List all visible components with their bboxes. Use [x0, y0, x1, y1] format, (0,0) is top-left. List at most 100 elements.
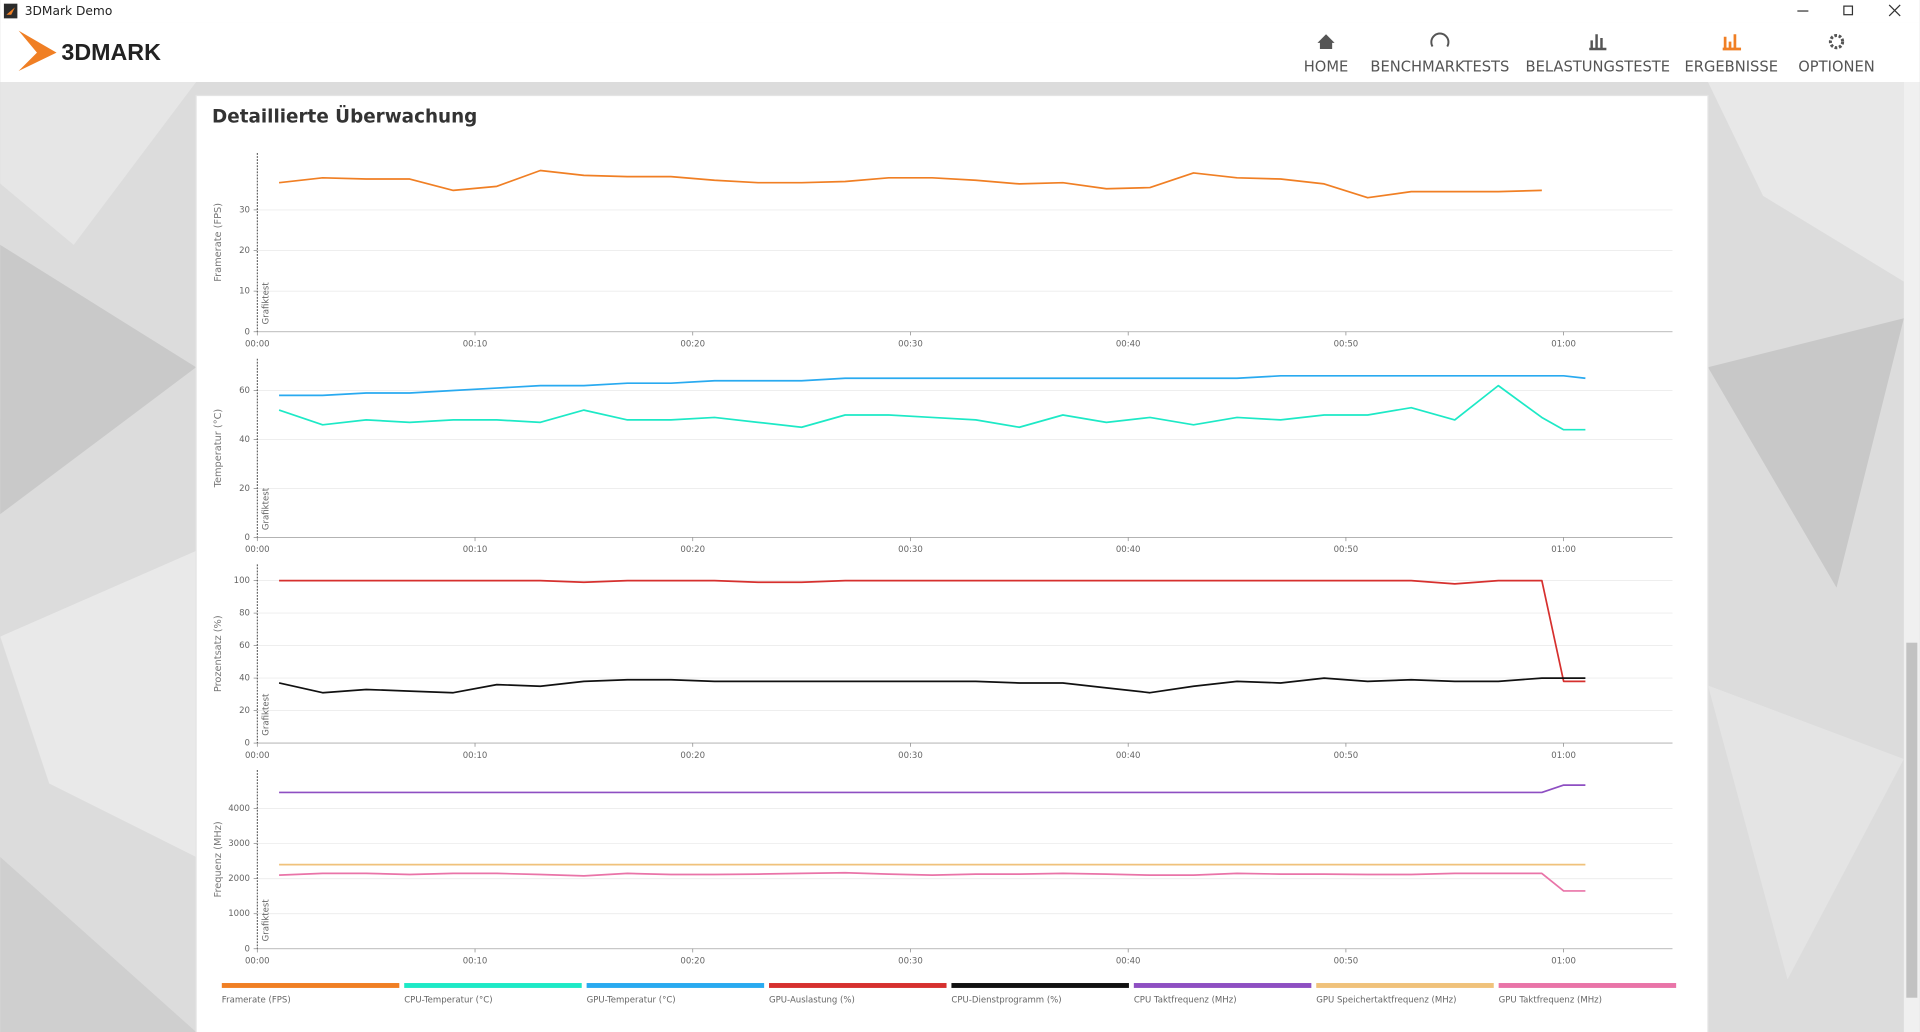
x-tick-label: 00:40: [1116, 545, 1141, 555]
nav-item[interactable]: HOME: [1304, 58, 1349, 75]
bg-facet: [0, 550, 197, 857]
annotation: Grafiktest: [261, 487, 271, 530]
x-tick-label: 00:00: [245, 340, 270, 350]
x-tick-label: 00:00: [245, 751, 270, 761]
results-icon: [1722, 34, 1742, 51]
x-tick-label: 00:50: [1334, 545, 1359, 555]
line-chart: 0 10 20 30 00:00 00:10 00:20 00:30 00:40 00:50 01:…: [213, 153, 1673, 350]
restore-button[interactable]: [1843, 5, 1854, 16]
stress-icon: [1589, 34, 1607, 51]
x-tick-label: 00:30: [898, 751, 923, 761]
x-tick-label: 00:00: [245, 956, 270, 966]
y-tick-label: 20: [239, 706, 250, 716]
y-tick-label: 0: [245, 944, 250, 954]
x-tick-label: 00:10: [463, 545, 488, 555]
legend-swatch: [1133, 983, 1312, 988]
bg-facet: [1707, 685, 1904, 980]
series-line: [279, 784, 1586, 794]
x-tick-label: 00:40: [1116, 956, 1141, 966]
x-tick-label: 01:00: [1551, 340, 1576, 350]
y-tick-label: 1000: [228, 909, 250, 919]
series-line: [278, 384, 1586, 431]
nav-item[interactable]: BENCHMARKTESTS: [1370, 58, 1509, 75]
x-tick-label: 00:20: [680, 545, 705, 555]
header: [0, 22, 1920, 83]
line-chart: 0 1000 2000 3000 4000 00:00 00:10 00:20 00:30 00:…: [213, 770, 1673, 966]
x-tick-label: 00:20: [680, 340, 705, 350]
y-tick-label: 0: [245, 739, 250, 749]
x-tick-label: 00:40: [1116, 751, 1141, 761]
bg-facet: [0, 244, 197, 515]
legend-swatch: [404, 983, 582, 988]
x-tick-label: 01:00: [1551, 545, 1576, 555]
y-axis-label: Framerate (FPS): [213, 203, 224, 282]
x-tick-label: 00:10: [463, 751, 488, 761]
legend-label: GPU Taktfrequenz (MHz): [1499, 996, 1602, 1006]
x-tick-label: 00:30: [898, 340, 923, 350]
series-line: [279, 871, 1586, 892]
home-icon: [1317, 34, 1335, 49]
title-bar: [0, 0, 1920, 23]
navigation: HOME BENCHMARKTESTS BELASTUNGSTESTE ERGEBNI…: [1304, 58, 1875, 75]
y-tick-label: 2000: [228, 874, 250, 884]
legend-swatch: [1316, 983, 1494, 988]
y-axis-label: Temperatur (°C): [213, 409, 224, 489]
x-tick-label: 01:00: [1551, 956, 1576, 966]
y-tick-label: 0: [245, 533, 250, 543]
annotation: Grafiktest: [261, 693, 271, 736]
legend-swatch: [586, 983, 765, 988]
annotation: Grafiktest: [261, 899, 271, 942]
card: [195, 94, 1709, 1032]
x-tick-label: 00:20: [680, 751, 705, 761]
scrollbar-thumb[interactable]: [1906, 642, 1918, 998]
series-line: [279, 579, 1586, 683]
y-tick-label: 80: [239, 609, 250, 619]
logo: 3DMARK: [61, 39, 161, 65]
annotation: Grafiktest: [261, 282, 271, 325]
legend-label: GPU-Auslastung (%): [769, 996, 855, 1006]
x-tick-label: 00:10: [463, 956, 488, 966]
benchmark-icon: [1430, 32, 1450, 48]
close-button[interactable]: [1888, 4, 1901, 17]
x-tick-label: 00:50: [1334, 956, 1359, 966]
legend-label: Framerate (FPS): [222, 996, 291, 1006]
legend-label: CPU Taktfrequenz (MHz): [1134, 996, 1237, 1006]
y-tick-label: 4000: [228, 804, 250, 814]
bg-facet: [1707, 82, 1904, 282]
series-line: [278, 169, 1542, 199]
y-tick-label: 40: [239, 674, 250, 684]
y-tick-label: 20: [239, 246, 250, 256]
bg-facet: [1707, 318, 1904, 588]
x-tick-label: 00:30: [898, 545, 923, 555]
x-tick-label: 00:40: [1116, 340, 1141, 350]
y-tick-label: 40: [239, 435, 250, 445]
y-tick-label: 30: [239, 205, 250, 215]
window-title: 3DMark Demo: [25, 4, 113, 18]
x-tick-label: 00:10: [463, 340, 488, 350]
legend-swatch: [1498, 983, 1677, 988]
legend-label: GPU Speichertaktfrequenz (MHz): [1316, 996, 1456, 1006]
legend-swatch: [221, 983, 400, 988]
section-title: Detaillierte Überwachung: [212, 106, 477, 128]
legend: Framerate (FPS) CPU-Temperatur (°C) GPU-Te…: [221, 983, 1677, 1006]
y-tick-label: 10: [239, 287, 250, 297]
legend-label: GPU-Temperatur (°C): [587, 996, 676, 1006]
x-tick-label: 00:50: [1334, 340, 1359, 350]
y-tick-label: 60: [239, 386, 250, 396]
y-tick-label: 100: [234, 576, 250, 586]
nav-item[interactable]: ERGEBNISSE: [1685, 58, 1778, 75]
line-chart: 0 20 40 60 80 100 00:00 00:10 00:20 00:30 00:40 00:…: [213, 564, 1673, 761]
legend-swatch: [951, 983, 1129, 988]
nav-item[interactable]: BELASTUNGSTESTE: [1526, 58, 1671, 75]
series-line: [278, 677, 1586, 694]
line-chart: 0 20 40 60 00:00 00:10 00:20 00:30 00:40 00:50 01:…: [213, 358, 1673, 555]
nav-item[interactable]: OPTIONEN: [1798, 58, 1875, 75]
legend-label: CPU-Dienstprogramm (%): [951, 996, 1061, 1006]
y-tick-label: 60: [239, 641, 250, 651]
legend-label: CPU-Temperatur (°C): [404, 996, 492, 1006]
x-tick-label: 00:50: [1334, 751, 1359, 761]
y-axis-label: Prozentsatz (%): [213, 615, 224, 692]
y-tick-label: 0: [245, 327, 250, 337]
